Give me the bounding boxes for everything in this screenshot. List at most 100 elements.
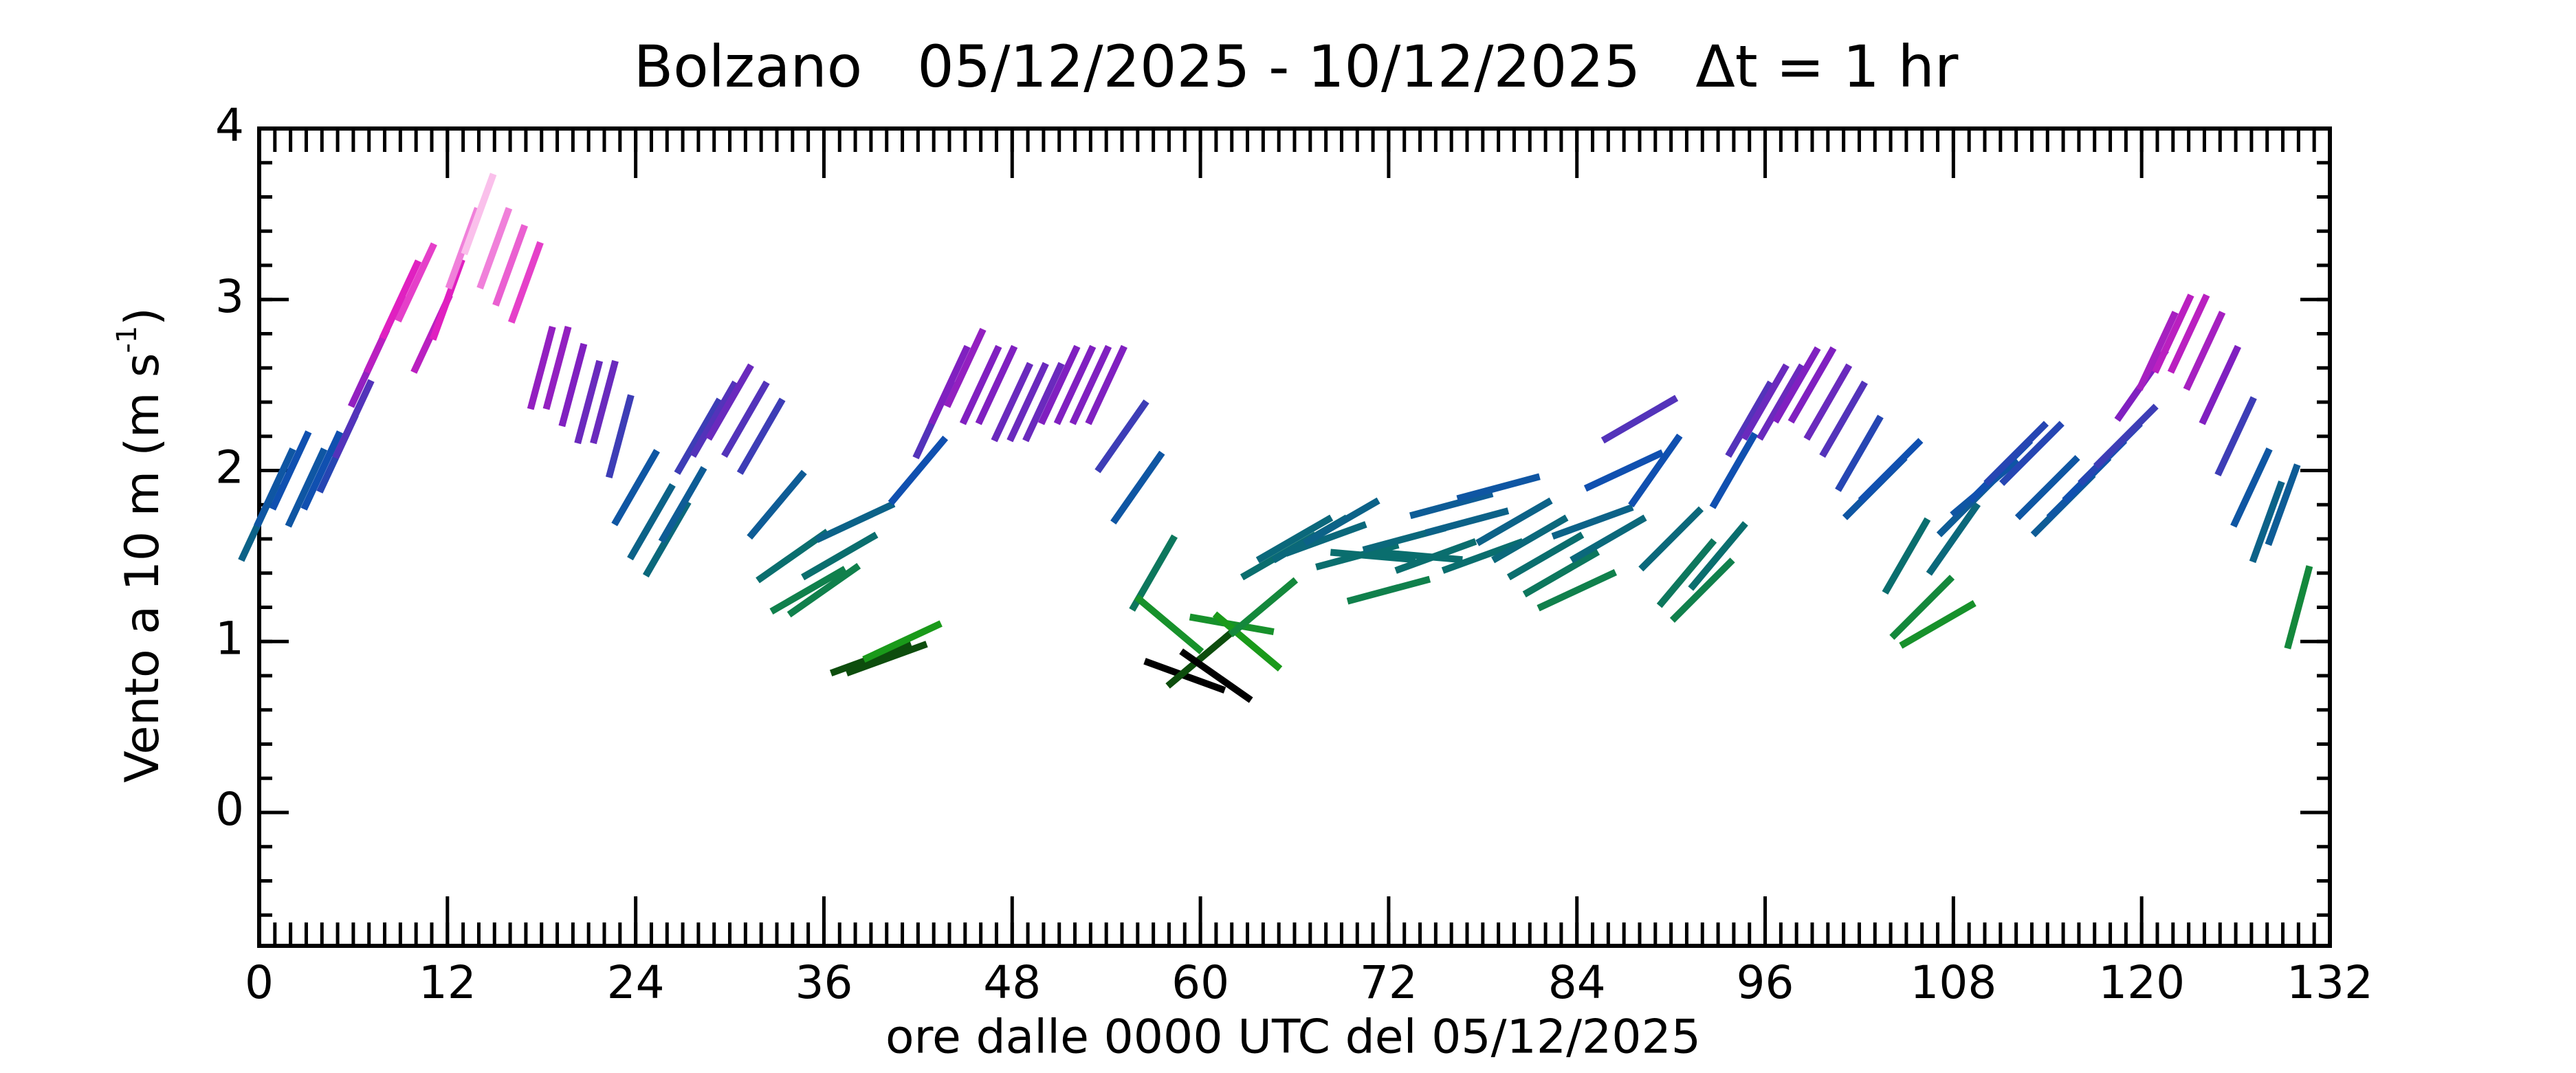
wind-stick — [1628, 433, 1683, 508]
x-tick-label: 12 — [419, 956, 476, 1009]
wind-stick — [269, 430, 312, 511]
wind-stick — [2265, 463, 2301, 546]
wind-stick — [1006, 362, 1049, 443]
wind-stick — [574, 359, 604, 445]
wind-stick — [1551, 504, 1634, 540]
wind-stick — [888, 435, 949, 506]
wind-stick — [1165, 628, 1235, 689]
x-tick-label: 60 — [1171, 956, 1229, 1009]
x-tick-label: 24 — [607, 956, 665, 1009]
wind-stick — [527, 326, 556, 410]
wind-stick — [642, 500, 692, 578]
wind-stick — [1069, 344, 1112, 425]
wind-stick — [1983, 421, 2049, 486]
wind-stick — [1999, 421, 2065, 486]
wind-stick — [1600, 395, 1679, 444]
wind-stick — [1899, 600, 1977, 649]
wind-stick — [944, 327, 987, 408]
wind-stick — [1212, 611, 1283, 672]
wind-stick — [1858, 438, 1924, 503]
wind-stick — [1583, 449, 1664, 492]
wind-stick — [975, 344, 1018, 425]
wind-stick — [1424, 507, 1510, 536]
wind-stick — [959, 344, 1002, 425]
wind-stick — [254, 447, 296, 528]
y-tick-label: 3 — [215, 270, 244, 323]
x-tick-label: 108 — [1910, 956, 1996, 1009]
wind-stick — [2167, 294, 2210, 374]
wind-stick — [1284, 521, 1367, 557]
wind-stick — [1456, 473, 1541, 502]
wind-stick — [300, 430, 344, 511]
wind-stick — [1255, 514, 1334, 564]
wind-stick — [801, 531, 879, 581]
wind-stick — [705, 363, 754, 441]
wind-stick — [285, 447, 328, 528]
wind-stick — [1085, 344, 1127, 425]
wind-stick — [1926, 502, 1981, 576]
wind-stick — [2093, 403, 2159, 469]
wind-stick — [1022, 362, 1065, 443]
chart-title: Bolzano 05/12/2025 - 10/12/2025 Δt = 1 h… — [634, 33, 1959, 100]
x-tick-label: 36 — [795, 956, 852, 1009]
wind-stick — [1819, 380, 1868, 458]
wind-stick — [1179, 648, 1253, 703]
wind-stick — [476, 207, 513, 290]
wind-stick — [379, 259, 422, 340]
y-tick-label: 1 — [215, 612, 244, 665]
wind-stick — [627, 483, 676, 561]
x-tick-label: 96 — [1737, 956, 1794, 1009]
wind-stick — [1889, 575, 1955, 640]
wind-stick — [747, 469, 807, 540]
wind-stick — [2136, 311, 2179, 391]
wind-stick — [1803, 363, 1853, 441]
wind-stick — [1638, 506, 1704, 572]
x-tick-label: 72 — [1360, 956, 1418, 1009]
wind-stick — [1835, 414, 1884, 492]
wind-stick — [690, 380, 739, 458]
x-tick-label: 0 — [245, 956, 274, 1009]
wind-stick — [674, 397, 723, 475]
x-tick-label: 120 — [2098, 956, 2185, 1009]
wind-stick — [1757, 363, 1805, 441]
wind-stick — [1134, 594, 1204, 655]
wind-stick — [395, 242, 437, 323]
wind-stick — [1725, 380, 1774, 458]
wind-stick — [332, 379, 375, 460]
wind-stick — [1787, 346, 1837, 424]
wind-stick — [1709, 432, 1759, 509]
plot-frame — [257, 126, 2332, 948]
wind-stick — [991, 362, 1034, 443]
wind-stick — [1570, 514, 1647, 564]
wind-stick — [2152, 294, 2194, 374]
x-axis-label: ore dalle 0000 UTC del 05/12/2025 — [885, 1010, 1701, 1065]
wind-stick — [1491, 514, 1569, 564]
wind-stick — [2284, 565, 2313, 650]
wind-stick — [1303, 497, 1380, 546]
wind-stick — [2249, 480, 2285, 564]
wind-stick — [558, 342, 588, 428]
wind-stick — [611, 449, 660, 527]
wind-stick — [1506, 531, 1585, 581]
wind-stick — [2214, 396, 2257, 477]
wind-stick — [1094, 399, 1149, 474]
wind-stick — [769, 566, 847, 615]
x-tick-label: 132 — [2287, 956, 2373, 1009]
wind-stick — [815, 500, 896, 543]
wind-stick — [1522, 549, 1600, 598]
wind-stick — [928, 344, 971, 425]
wind-stick — [1409, 490, 1494, 520]
wind-stick — [845, 641, 928, 677]
wind-stick — [721, 380, 770, 458]
wind-stick — [605, 394, 635, 478]
wind-stick — [1669, 557, 1735, 623]
wind-stick — [1346, 575, 1431, 605]
wind-stick — [1330, 549, 1416, 564]
y-axis-label-end: ) — [115, 307, 170, 326]
wind-stick — [1441, 538, 1524, 574]
wind-stick — [1772, 346, 1821, 424]
wind-stick — [2183, 311, 2226, 391]
wind-stick — [590, 359, 619, 445]
wind-stick — [1688, 521, 1748, 591]
wind-stick — [1656, 538, 1717, 608]
